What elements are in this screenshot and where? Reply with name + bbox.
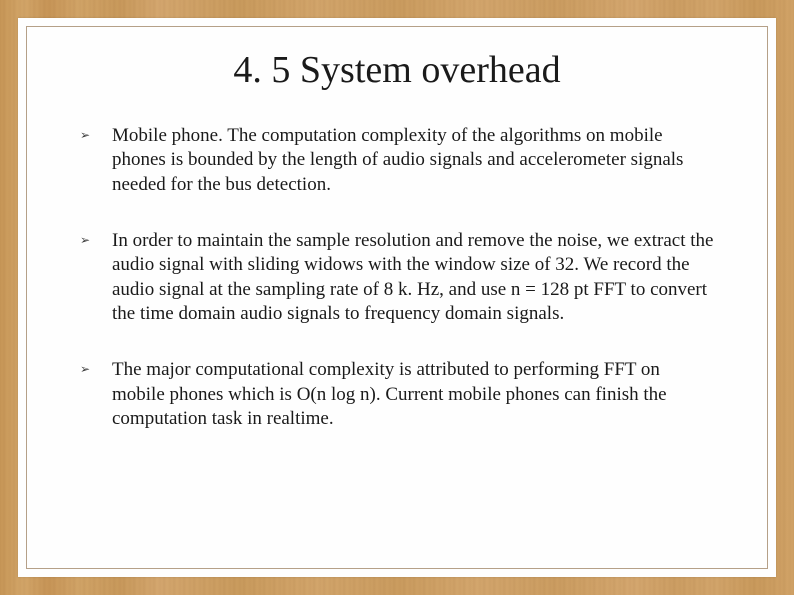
bullet-text: Mobile phone. The computation complexity… [112, 125, 683, 195]
bullet-arrow-icon: ➢ [80, 362, 90, 377]
bullet-arrow-icon: ➢ [80, 233, 90, 248]
bullet-list: ➢ Mobile phone. The computation complexi… [80, 124, 714, 431]
bullet-item: ➢ In order to maintain the sample resolu… [80, 229, 714, 326]
bullet-text: The major computational complexity is at… [112, 359, 667, 429]
bullet-item: ➢ Mobile phone. The computation complexi… [80, 124, 714, 197]
bullet-item: ➢ The major computational complexity is … [80, 358, 714, 431]
slide-title: 4. 5 System overhead [80, 48, 714, 92]
bullet-arrow-icon: ➢ [80, 128, 90, 143]
bullet-text: In order to maintain the sample resoluti… [112, 230, 713, 324]
slide-container: 4. 5 System overhead ➢ Mobile phone. The… [18, 18, 776, 577]
slide-content: 4. 5 System overhead ➢ Mobile phone. The… [30, 30, 764, 565]
